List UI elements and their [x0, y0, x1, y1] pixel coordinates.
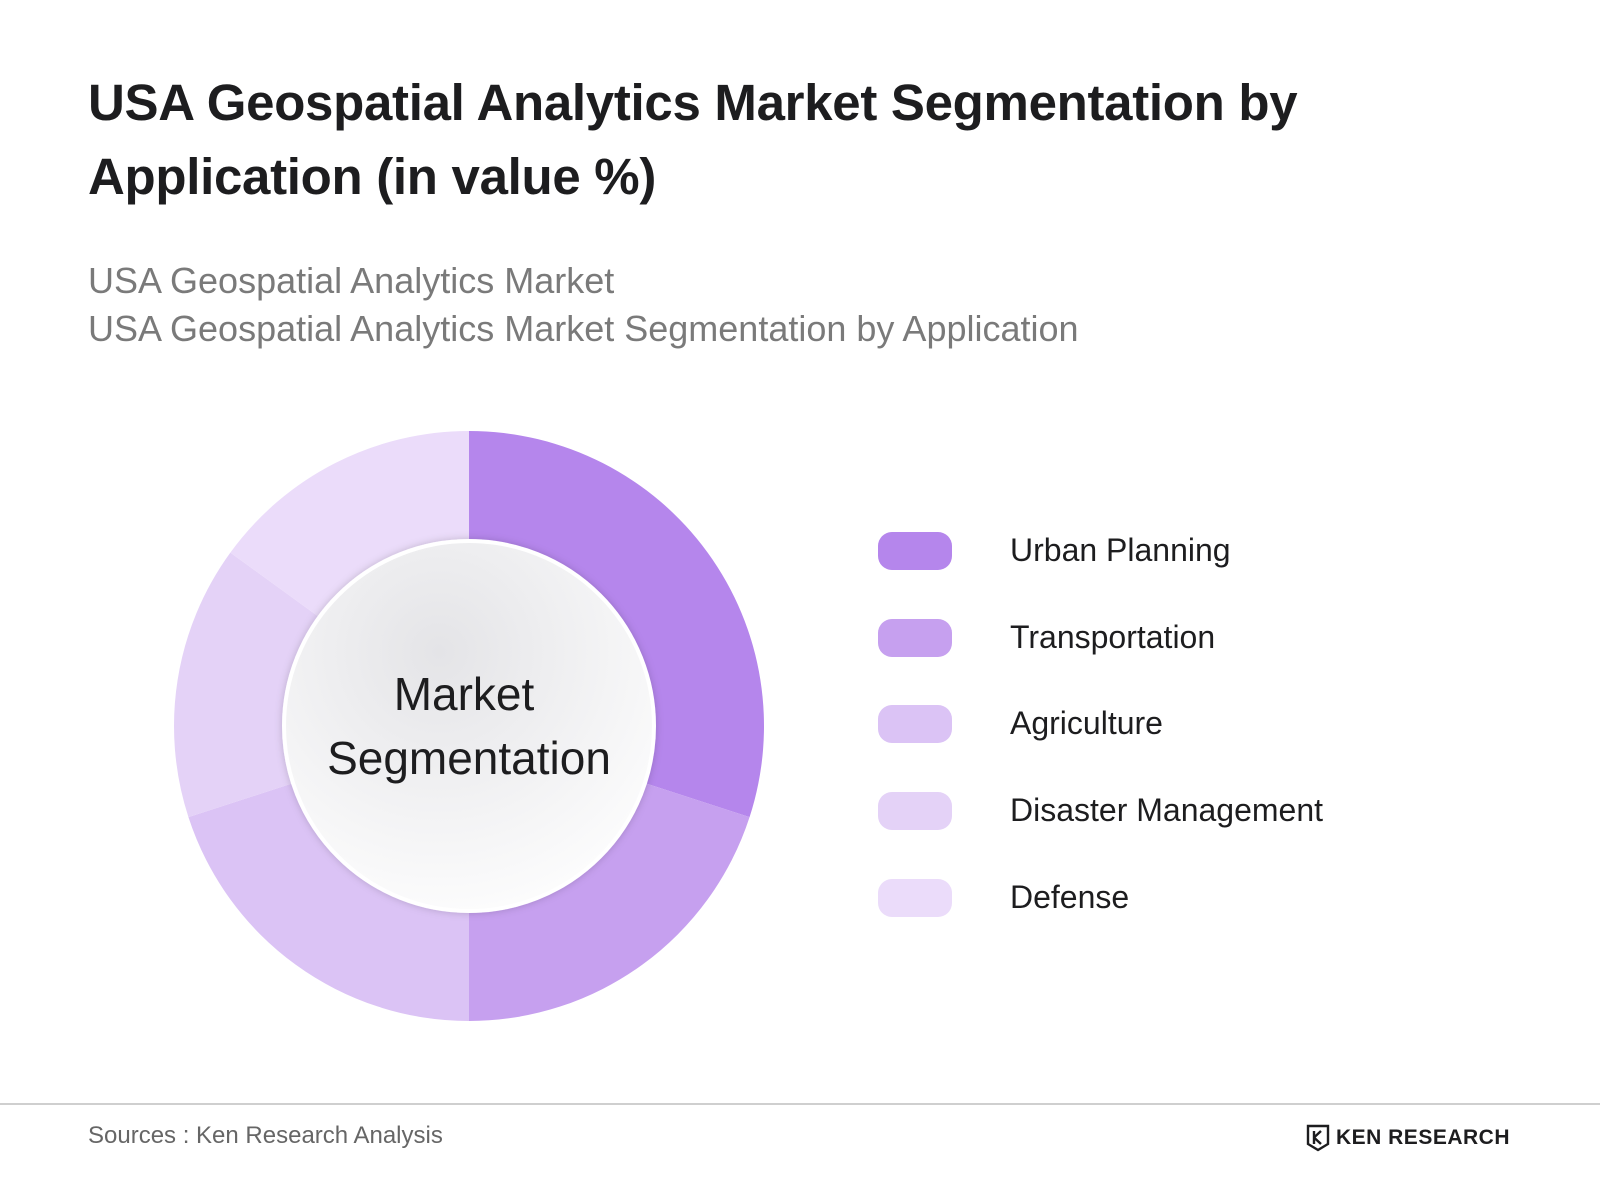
ken-research-logo-icon	[1306, 1124, 1330, 1152]
brand-name: KEN RESEARCH	[1335, 1126, 1510, 1149]
legend-swatch-agriculture	[878, 705, 952, 743]
donut-slice-agriculture	[188, 782, 469, 1021]
chart-title: USA Geospatial Analytics Market Segmenta…	[88, 74, 1298, 205]
center-label-line1: Market	[394, 668, 535, 720]
donut-slice-urban-planning	[469, 431, 764, 818]
legend-item-defense: Defense	[878, 877, 1478, 917]
legend-label-disaster-management: Disaster Management	[1010, 792, 1324, 828]
legend-item-agriculture: Agriculture	[878, 703, 1478, 743]
chart-subtitle-line2: USA Geospatial Analytics Market Segmenta…	[88, 308, 1079, 349]
donut-slice-transportation	[469, 782, 750, 1021]
legend-swatch-transportation	[878, 619, 952, 657]
legend-label-urban-planning: Urban Planning	[1010, 532, 1231, 568]
center-label-line2: Segmentation	[327, 732, 611, 784]
legend-label-transportation: Transportation	[1010, 619, 1216, 655]
legend-swatch-urban-planning	[878, 532, 952, 570]
donut-hub	[282, 539, 656, 913]
footer-divider	[0, 1103, 1600, 1105]
brand-logo: KEN RESEARCH	[1306, 1123, 1510, 1153]
source-note: Sources : Ken Research Analysis	[88, 1122, 443, 1149]
legend-swatch-disaster-management	[878, 792, 952, 830]
legend-item-urban-planning: Urban Planning	[878, 530, 1478, 570]
legend-item-transportation: Transportation	[878, 617, 1478, 657]
legend-item-disaster-management: Disaster Management	[878, 790, 1478, 830]
donut-slice-defense	[230, 431, 469, 619]
legend-swatch-defense	[878, 879, 952, 917]
legend-label-defense: Defense	[1010, 879, 1130, 915]
legend-label-agriculture: Agriculture	[1010, 705, 1163, 741]
chart-subtitle-line1: USA Geospatial Analytics Market	[88, 260, 615, 301]
